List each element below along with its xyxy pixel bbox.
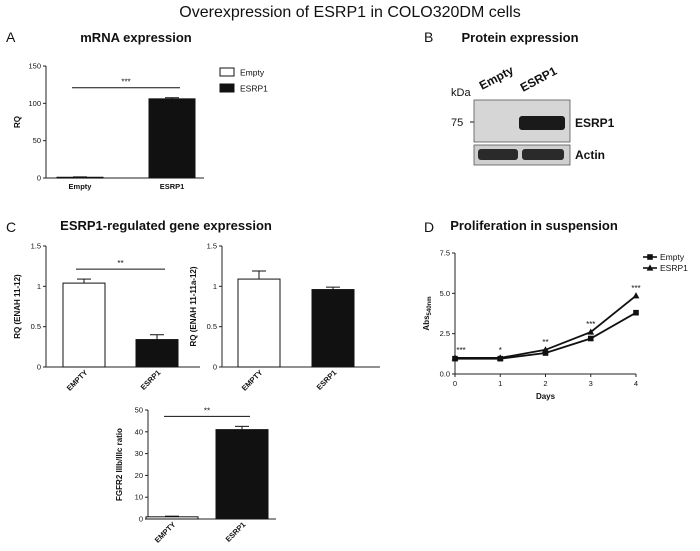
panel-c-enah-11-11a-12-chart: 0 0.5 1 1.5 RQ (ENAH 11-11a-12) EMPTY ESRP1: [189, 242, 380, 393]
legend-label: ESRP1: [240, 84, 268, 94]
significance-label: ***: [586, 320, 595, 329]
legend-marker-esrp1: [646, 264, 654, 271]
y-tick-label: 20: [135, 471, 143, 480]
panel-a-letter: A: [6, 29, 16, 45]
panel-c-enah-11-12-chart: 0 0.5 1 1.5 RQ (ENAH 11-12) EMPTY ESRP1 **: [13, 242, 200, 393]
y-tick-label: 0: [213, 363, 217, 372]
data-point-esrp1: [496, 354, 504, 361]
panel-a-title: mRNA expression: [80, 30, 192, 45]
esrp1-band: [519, 116, 565, 130]
y-tick-label: 50: [135, 406, 143, 415]
panel-d-title: Proliferation in suspension: [450, 218, 618, 233]
kda-marker: 75: [451, 117, 463, 129]
category-label: ESRP1: [315, 368, 339, 392]
significance-label: ***: [121, 78, 130, 87]
y-axis-label: RQ: [13, 116, 22, 128]
kda-label: kDa: [451, 87, 471, 99]
legend-swatch-empty: [219, 67, 235, 77]
y-tick-label: 2.5: [440, 329, 450, 338]
panel-c-fgfr2-ratio-chart: 0 10 20 30 40 50 FGFR2 IIIb/IIIc ratio EMPTY ESR…: [115, 406, 276, 545]
figure-title: Overexpression of ESRP1 in COLO320DM cel…: [179, 4, 520, 21]
panel-a-chart: 0 50 100 150 RQ Empty ESRP1 *** Empty ESRP1: [13, 62, 268, 192]
category-label: EMPTY: [240, 368, 265, 393]
legend-swatch-esrp1: [219, 83, 235, 93]
legend-marker-empty: [647, 254, 653, 260]
significance-label: ***: [456, 346, 465, 355]
y-axis-label: RQ (ENAH 11-11a-12): [189, 266, 198, 346]
data-point-esrp1: [542, 346, 549, 353]
x-tick-label: 1: [498, 379, 502, 388]
panel-b-title: Protein expression: [461, 30, 578, 45]
y-axis-label-subscript: 540nm: [427, 296, 433, 315]
data-point-empty: [633, 309, 639, 316]
bar-esrp1: [148, 98, 196, 179]
bar-empty: [62, 282, 106, 368]
y-tick-label: 0: [37, 363, 41, 372]
x-tick-label: 0: [453, 379, 457, 388]
x-axis-label: Days: [536, 392, 556, 401]
panel-d-letter: D: [424, 219, 434, 235]
y-tick-label: 0: [139, 515, 143, 524]
panel-c-title: ESRP1-regulated gene expression: [60, 218, 272, 233]
data-point-esrp1: [451, 354, 459, 361]
y-tick-label: 150: [28, 62, 41, 71]
data-point-empty: [587, 335, 594, 342]
y-tick-label: 5.0: [440, 289, 450, 298]
significance-label: **: [204, 406, 210, 415]
y-tick-label: 1.5: [207, 242, 217, 251]
bar-esrp1: [311, 289, 355, 368]
x-tick-label: 4: [634, 379, 638, 388]
y-axis-label: FGFR2 IIIb/IIIc ratio: [115, 428, 124, 501]
y-tick-label: 0.5: [207, 322, 217, 331]
category-label: ESRP1: [160, 182, 185, 191]
lane-label-empty: Empty: [477, 63, 516, 93]
y-tick-label: 30: [135, 449, 143, 458]
significance-label: **: [117, 259, 123, 268]
y-tick-label: 10: [135, 493, 143, 502]
category-label: EMPTY: [153, 520, 178, 545]
actin-band-esrp1: [522, 149, 564, 160]
bar-esrp1: [215, 429, 269, 520]
band-label-actin: Actin: [575, 148, 605, 162]
y-tick-label: 40: [135, 427, 143, 436]
y-tick-label: 100: [28, 99, 41, 108]
y-axis-label-main: Abs: [422, 315, 431, 331]
bar-empty: [237, 278, 281, 368]
category-label: ESRP1: [139, 368, 163, 392]
y-tick-label: 0.0: [440, 370, 450, 379]
y-tick-label: 7.5: [440, 249, 450, 258]
bar-esrp1: [135, 339, 179, 368]
y-tick-label: 1: [213, 282, 217, 291]
y-tick-label: 0: [37, 174, 41, 183]
data-point-esrp1: [632, 292, 640, 299]
y-axis-label: Abs540nm: [422, 296, 433, 330]
significance-label: **: [542, 338, 548, 347]
legend-label: Empty: [240, 68, 265, 78]
actin-band-empty: [478, 149, 518, 160]
category-label: EMPTY: [65, 368, 90, 393]
x-tick-label: 3: [589, 379, 593, 388]
legend-label: Empty: [660, 252, 685, 262]
significance-label: *: [499, 346, 502, 355]
y-tick-label: 50: [33, 136, 41, 145]
y-tick-label: 0.5: [31, 322, 41, 331]
category-label: Empty: [69, 182, 93, 191]
data-point-esrp1: [587, 328, 595, 335]
x-tick-label: 2: [543, 379, 547, 388]
data-point-empty: [542, 350, 549, 356]
western-blot: kDa Empty ESRP1 75 ESRP1 Actin: [451, 63, 615, 166]
bar-empty: [145, 516, 199, 520]
lane-label-esrp1: ESRP1: [518, 64, 560, 95]
y-axis-label: RQ (ENAH 11-12): [13, 274, 22, 339]
panel-b-letter: B: [424, 29, 433, 45]
legend-label: ESRP1: [660, 263, 688, 273]
y-tick-label: 1.5: [31, 242, 41, 251]
panel-c-letter: C: [6, 219, 16, 235]
band-label-esrp1: ESRP1: [575, 116, 615, 130]
significance-label: ***: [631, 284, 640, 293]
y-tick-label: 1: [37, 282, 41, 291]
category-label: ESRP1: [224, 520, 248, 544]
